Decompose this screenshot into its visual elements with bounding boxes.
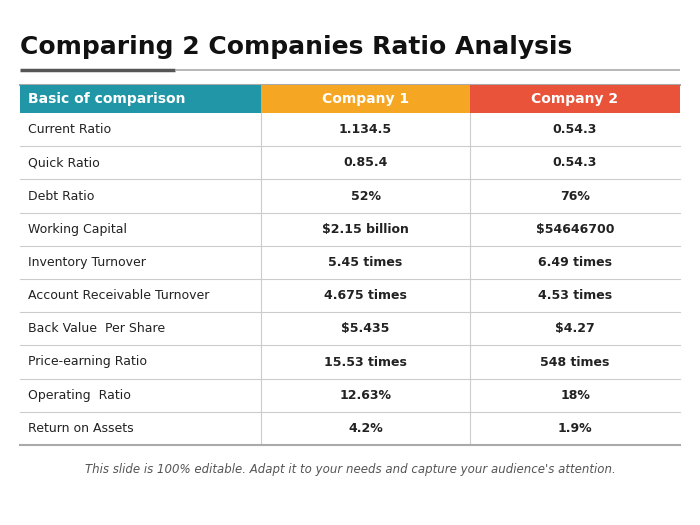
- Text: Company 1: Company 1: [322, 92, 409, 106]
- Text: 5.45 times: 5.45 times: [328, 256, 402, 269]
- Bar: [20, 85, 261, 113]
- Text: $5.435: $5.435: [342, 322, 390, 335]
- Text: 12.63%: 12.63%: [340, 388, 391, 402]
- Text: Working Capital: Working Capital: [28, 223, 127, 236]
- Text: Back Value  Per Share: Back Value Per Share: [28, 322, 165, 335]
- Text: 0.54.3: 0.54.3: [553, 156, 597, 169]
- Text: 4.675 times: 4.675 times: [324, 289, 407, 302]
- Bar: [261, 85, 470, 113]
- Text: Account Receivable Turnover: Account Receivable Turnover: [28, 289, 209, 302]
- Text: Return on Assets: Return on Assets: [28, 422, 134, 435]
- Text: Basic of comparison: Basic of comparison: [28, 92, 186, 106]
- Text: Inventory Turnover: Inventory Turnover: [28, 256, 146, 269]
- Text: 52%: 52%: [351, 190, 381, 203]
- Text: $2.15 billion: $2.15 billion: [322, 223, 409, 236]
- Text: Price-earning Ratio: Price-earning Ratio: [28, 355, 147, 369]
- Text: 6.49 times: 6.49 times: [538, 256, 612, 269]
- Text: Company 2: Company 2: [531, 92, 619, 106]
- Text: 548 times: 548 times: [540, 355, 610, 369]
- Text: Comparing 2 Companies Ratio Analysis: Comparing 2 Companies Ratio Analysis: [20, 35, 573, 59]
- Text: Debt Ratio: Debt Ratio: [28, 190, 94, 203]
- Text: 0.54.3: 0.54.3: [553, 123, 597, 136]
- Text: $54646700: $54646700: [536, 223, 615, 236]
- Text: $4.27: $4.27: [555, 322, 595, 335]
- Text: This slide is 100% editable. Adapt it to your needs and capture your audience's : This slide is 100% editable. Adapt it to…: [85, 464, 615, 477]
- Text: Quick Ratio: Quick Ratio: [28, 156, 99, 169]
- Text: 18%: 18%: [560, 388, 590, 402]
- Text: 1.134.5: 1.134.5: [339, 123, 392, 136]
- Text: 4.2%: 4.2%: [348, 422, 383, 435]
- Text: Operating  Ratio: Operating Ratio: [28, 388, 131, 402]
- Text: 0.85.4: 0.85.4: [343, 156, 388, 169]
- Bar: [470, 85, 680, 113]
- Text: 15.53 times: 15.53 times: [324, 355, 407, 369]
- Text: 4.53 times: 4.53 times: [538, 289, 612, 302]
- Text: Current Ratio: Current Ratio: [28, 123, 111, 136]
- Text: 76%: 76%: [560, 190, 590, 203]
- Text: 1.9%: 1.9%: [558, 422, 592, 435]
